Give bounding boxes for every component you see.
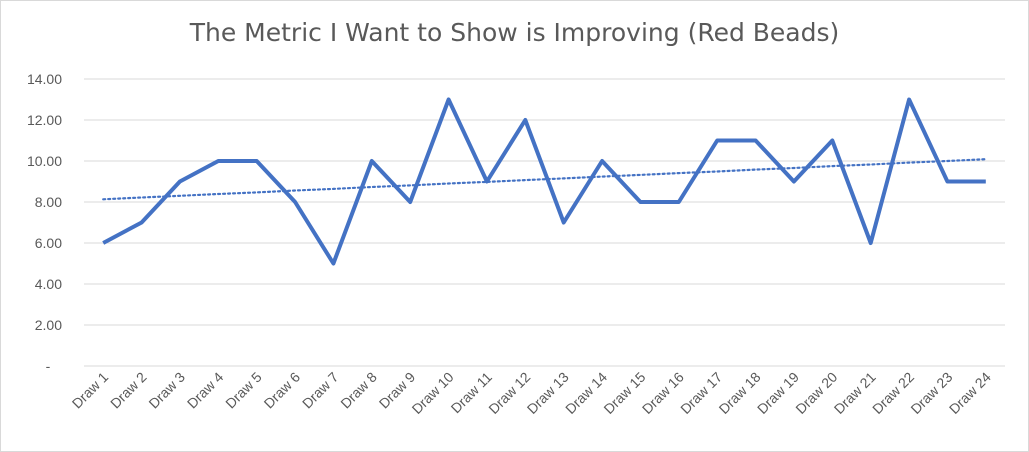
y-tick-label: 12.00 <box>27 112 62 128</box>
y-tick-label: 4.00 <box>35 276 62 292</box>
x-tick-label: Draw 1 <box>69 369 112 412</box>
y-axis-ticks: - 2.00 4.00 6.00 8.00 10.00 12.00 14.00 <box>27 71 62 374</box>
trendline <box>102 158 987 201</box>
x-tick-label: Draw 2 <box>107 369 150 412</box>
chart-title: The Metric I Want to Show is Improving (… <box>189 18 840 47</box>
series-group <box>102 97 987 266</box>
x-tick-label: Draw 8 <box>337 369 380 412</box>
x-tick-label: Draw 10 <box>409 369 457 417</box>
y-tick-label: - <box>46 358 51 374</box>
x-tick-label: Draw 3 <box>145 369 188 412</box>
x-tick-label: Draw 5 <box>222 369 265 412</box>
x-tick-label: Draw 4 <box>184 369 227 412</box>
y-tick-label: 6.00 <box>35 235 62 251</box>
x-tick-label: Draw 6 <box>261 369 304 412</box>
y-tick-label: 2.00 <box>35 317 62 333</box>
x-tick-label: Draw 7 <box>299 369 342 412</box>
y-tick-label: 8.00 <box>35 194 62 210</box>
gridlines <box>84 78 1005 367</box>
x-tick-label: Draw 24 <box>946 369 994 417</box>
y-tick-label: 10.00 <box>27 153 62 169</box>
series-line <box>102 97 986 266</box>
y-tick-label: 14.00 <box>27 71 62 87</box>
